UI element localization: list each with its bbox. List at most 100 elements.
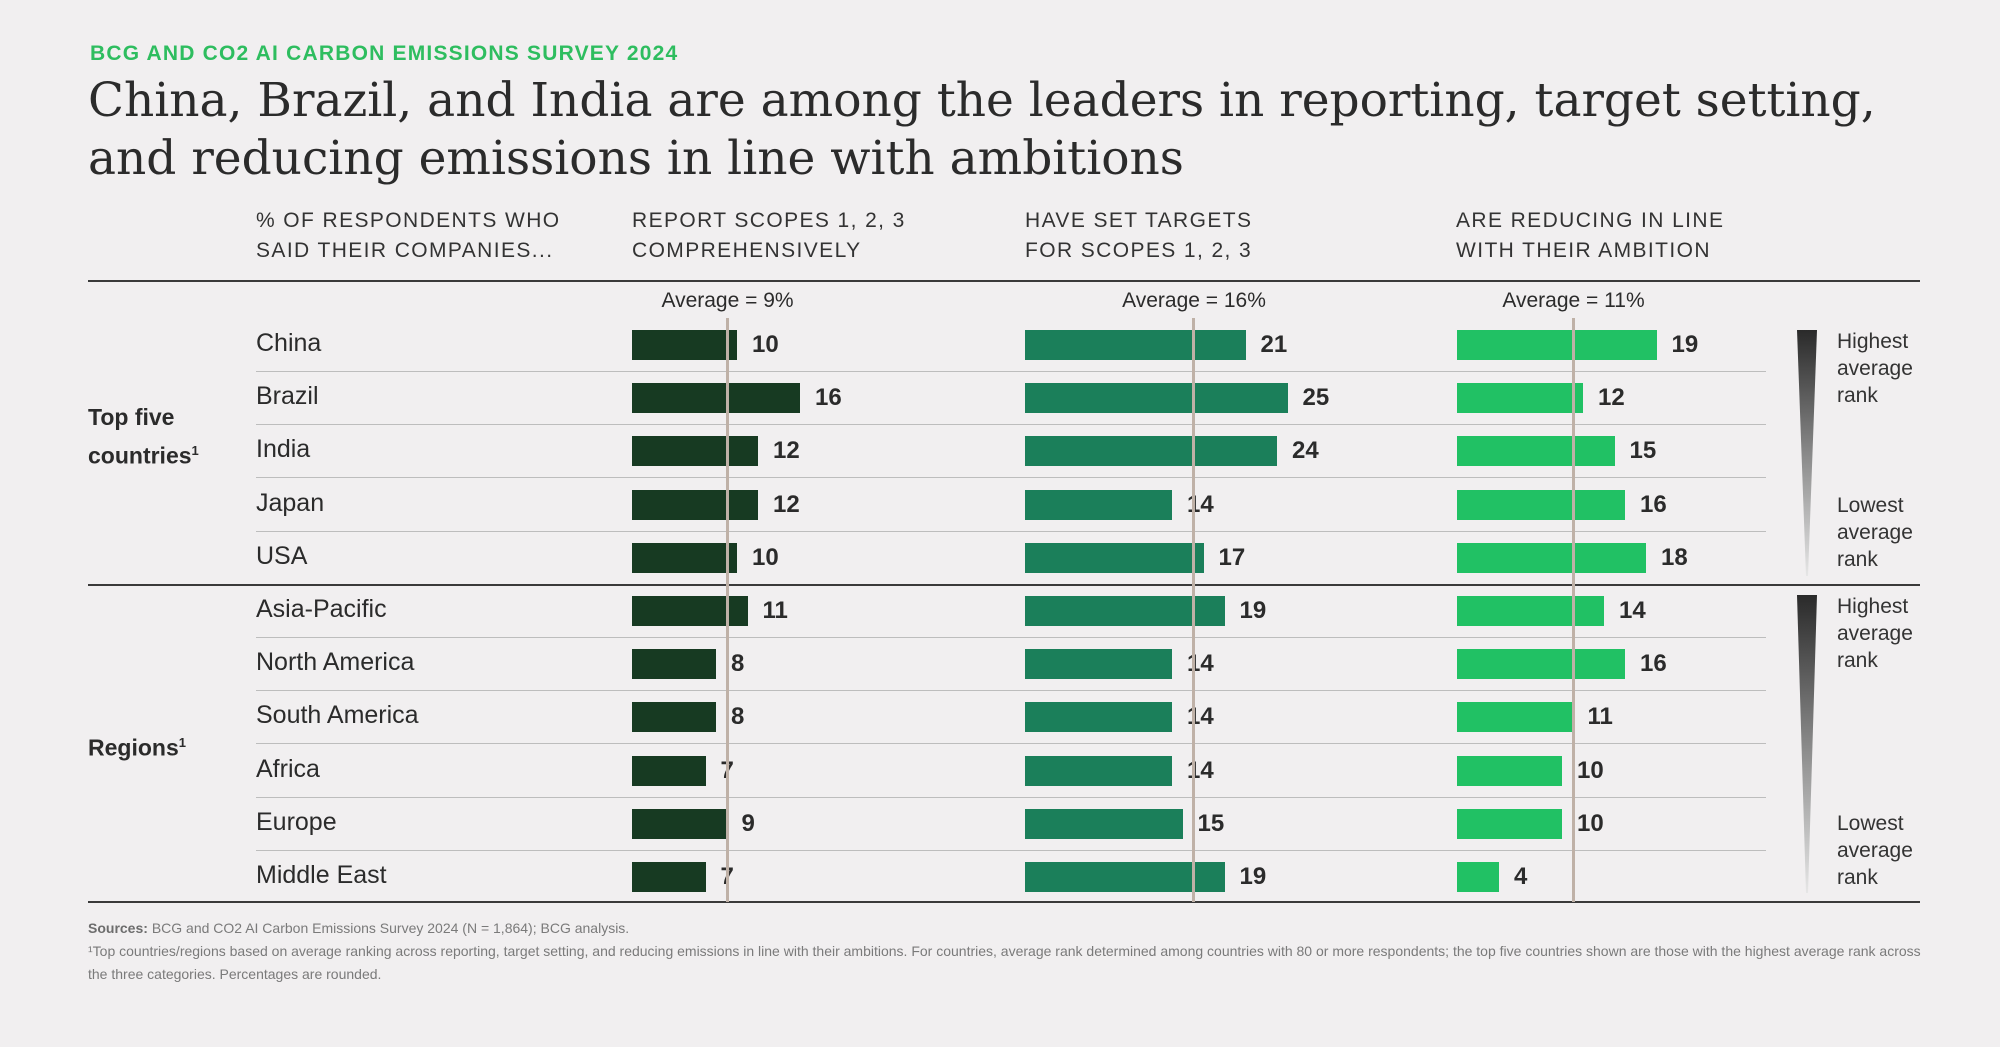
eyebrow: BCG AND CO2 AI CARBON EMISSIONS SURVEY 2…: [90, 42, 679, 65]
data-label: 8: [731, 703, 745, 731]
column-header-line-1: REPORT SCOPES 1, 2, 3: [632, 209, 906, 232]
bar: [632, 489, 758, 520]
header-rule: [88, 280, 1920, 282]
bar: [1025, 862, 1225, 892]
row-header: % OF RESPONDENTS WHO SAID THEIR COMPANIE…: [256, 206, 561, 266]
row-separator: [256, 796, 1766, 798]
data-label: 16: [1640, 650, 1667, 678]
sources-label: Sources:: [88, 920, 148, 936]
bar: [1457, 808, 1562, 839]
bar: [632, 436, 758, 467]
data-label: 14: [1187, 756, 1214, 784]
bar: [1457, 489, 1625, 520]
column-header-line-2: WITH THEIR AMBITION: [1456, 239, 1711, 262]
bar: [1457, 330, 1657, 360]
bar: [632, 702, 716, 733]
row-header-line-1: % OF RESPONDENTS WHO: [256, 209, 561, 232]
column-header-line-1: HAVE SET TARGETS: [1025, 209, 1253, 232]
rank-gradient-regions: [1797, 595, 1817, 893]
bar: [632, 596, 748, 626]
data-label: 10: [752, 543, 779, 571]
data-label: 18: [1661, 543, 1688, 571]
bar: [1025, 436, 1277, 467]
bar: [1025, 702, 1172, 733]
data-label: 25: [1302, 384, 1330, 412]
group-label-regions: Regions1: [88, 734, 186, 761]
category-label: China: [256, 329, 322, 357]
column-header-reducing: ARE REDUCING IN LINE WITH THEIR AMBITION: [1456, 206, 1724, 266]
bar: [1457, 862, 1499, 892]
rank-legend-high-countries: Highest average rank: [1837, 330, 1913, 407]
data-label: 19: [1671, 331, 1699, 358]
average-label: Average = 11%: [1502, 289, 1645, 312]
average-label: Average = 9%: [661, 289, 794, 312]
bar: [1457, 383, 1583, 414]
rank-gradient-countries: [1797, 330, 1817, 576]
average-line: [1192, 318, 1195, 902]
bar: [632, 755, 706, 786]
rank-legend-high-regions: Highest average rank: [1837, 595, 1913, 672]
data-label: 16: [815, 384, 842, 412]
rank-legend-low-countries: Lowest average rank: [1837, 494, 1913, 571]
bar: [632, 808, 727, 839]
bar: [1457, 542, 1646, 573]
bar: [632, 330, 737, 360]
bar: [1025, 330, 1246, 360]
data-label: 8: [731, 650, 745, 678]
group-label-top-five: Top five countries1: [88, 404, 199, 469]
data-label: 14: [1619, 597, 1646, 624]
data-label: 19: [1239, 597, 1267, 624]
bar: [1025, 808, 1183, 839]
group-rule: [88, 584, 1920, 586]
column-header-targets: HAVE SET TARGETS FOR SCOPES 1, 2, 3: [1025, 206, 1252, 266]
footnote-text: ¹Top countries/regions based on average …: [88, 943, 1921, 982]
row-separator: [256, 371, 1766, 372]
category-label: North America: [256, 648, 415, 677]
bar: [1457, 755, 1562, 786]
category-label: Brazil: [256, 382, 319, 411]
row-separator: [256, 477, 1766, 479]
column-header-line-2: FOR SCOPES 1, 2, 3: [1025, 239, 1253, 262]
bar: [1457, 649, 1625, 680]
data-label: 4: [1514, 863, 1528, 890]
data-label: 21: [1260, 331, 1288, 358]
sources-text: BCG and CO2 AI Carbon Emissions Survey 2…: [151, 920, 630, 936]
bar: [1025, 542, 1204, 573]
data-label: 10: [752, 331, 779, 358]
data-label: 11: [1587, 703, 1613, 731]
bar: [1025, 383, 1288, 414]
category-label: South America: [256, 701, 419, 730]
row-separator: [256, 849, 1766, 851]
data-label: 24: [1292, 437, 1319, 465]
data-label: 12: [773, 490, 800, 518]
bar: [1025, 489, 1172, 520]
data-label: 9: [741, 809, 755, 837]
bottom-rule: [88, 901, 1920, 903]
category-label: India: [256, 435, 311, 464]
data-label: 12: [773, 437, 800, 465]
data-label: 14: [1187, 490, 1214, 518]
data-label: 15: [1629, 437, 1657, 465]
data-label: 15: [1197, 809, 1225, 837]
row-separator: [256, 637, 1766, 638]
category-label: Europe: [256, 807, 337, 836]
data-label: 10: [1577, 756, 1604, 784]
row-header-line-2: SAID THEIR COMPANIES...: [256, 239, 554, 262]
data-label: 17: [1218, 543, 1246, 571]
rank-legend-low-regions: Lowest average rank: [1837, 812, 1913, 889]
category-label: Japan: [256, 488, 325, 517]
bar: [1457, 596, 1604, 626]
column-header-line-1: ARE REDUCING IN LINE: [1456, 209, 1725, 232]
average-line: [1571, 318, 1575, 902]
category-label: Asia-Pacific: [256, 595, 387, 623]
row-separator: [256, 530, 1766, 532]
average-line: [725, 318, 729, 902]
bar: [1025, 755, 1172, 786]
row-separator: [256, 690, 1766, 692]
data-label: 14: [1187, 703, 1214, 731]
row-separator: [256, 743, 1766, 745]
column-header-line-2: COMPREHENSIVELY: [632, 239, 862, 262]
sources-note: Sources: BCG and CO2 AI Carbon Emissions…: [88, 917, 1928, 986]
data-label: 14: [1187, 650, 1214, 678]
